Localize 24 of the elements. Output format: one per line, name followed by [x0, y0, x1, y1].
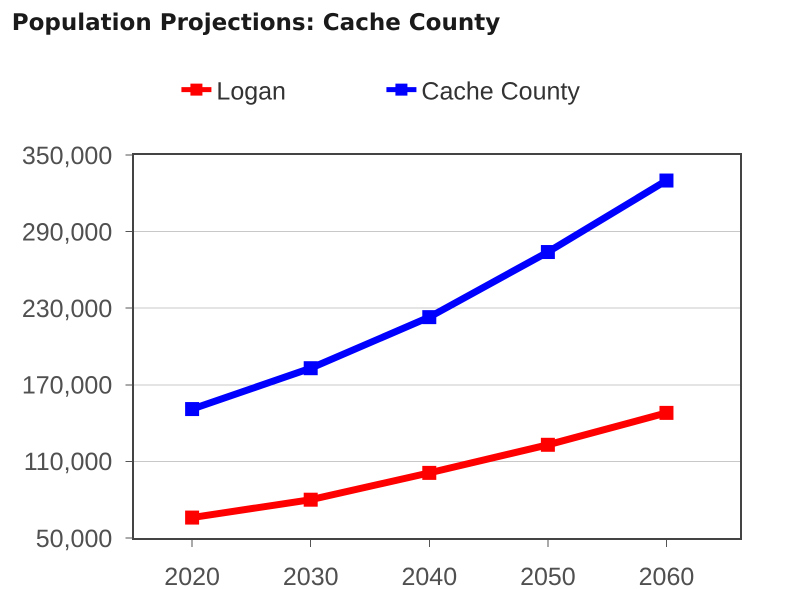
x-tick-label: 2060 — [638, 562, 694, 589]
point — [185, 402, 200, 416]
legend-label: Cache County — [421, 77, 580, 106]
point — [304, 361, 318, 376]
y-tick-label: 350,000 — [22, 142, 112, 170]
point — [540, 245, 555, 260]
y-tick-label: 290,000 — [22, 218, 112, 246]
x-tick-label: 2030 — [282, 562, 339, 589]
point — [185, 510, 200, 525]
point — [422, 310, 436, 324]
point — [659, 406, 674, 420]
point — [540, 438, 555, 452]
y-tick-label: 50,000 — [36, 524, 112, 553]
y-tick-label: 110,000 — [24, 448, 112, 476]
x-tick-label: 2020 — [164, 562, 220, 589]
y-tick-label: 230,000 — [22, 294, 112, 323]
point — [304, 492, 318, 507]
legend-label: Logan — [216, 77, 286, 106]
x-tick-label: 2040 — [401, 562, 458, 589]
x-tick-label: 2050 — [520, 562, 576, 589]
y-tick-label: 170,000 — [22, 372, 112, 400]
point — [659, 174, 674, 188]
chart-title: Population Projections: Cache County — [12, 10, 500, 36]
point — [422, 466, 436, 480]
